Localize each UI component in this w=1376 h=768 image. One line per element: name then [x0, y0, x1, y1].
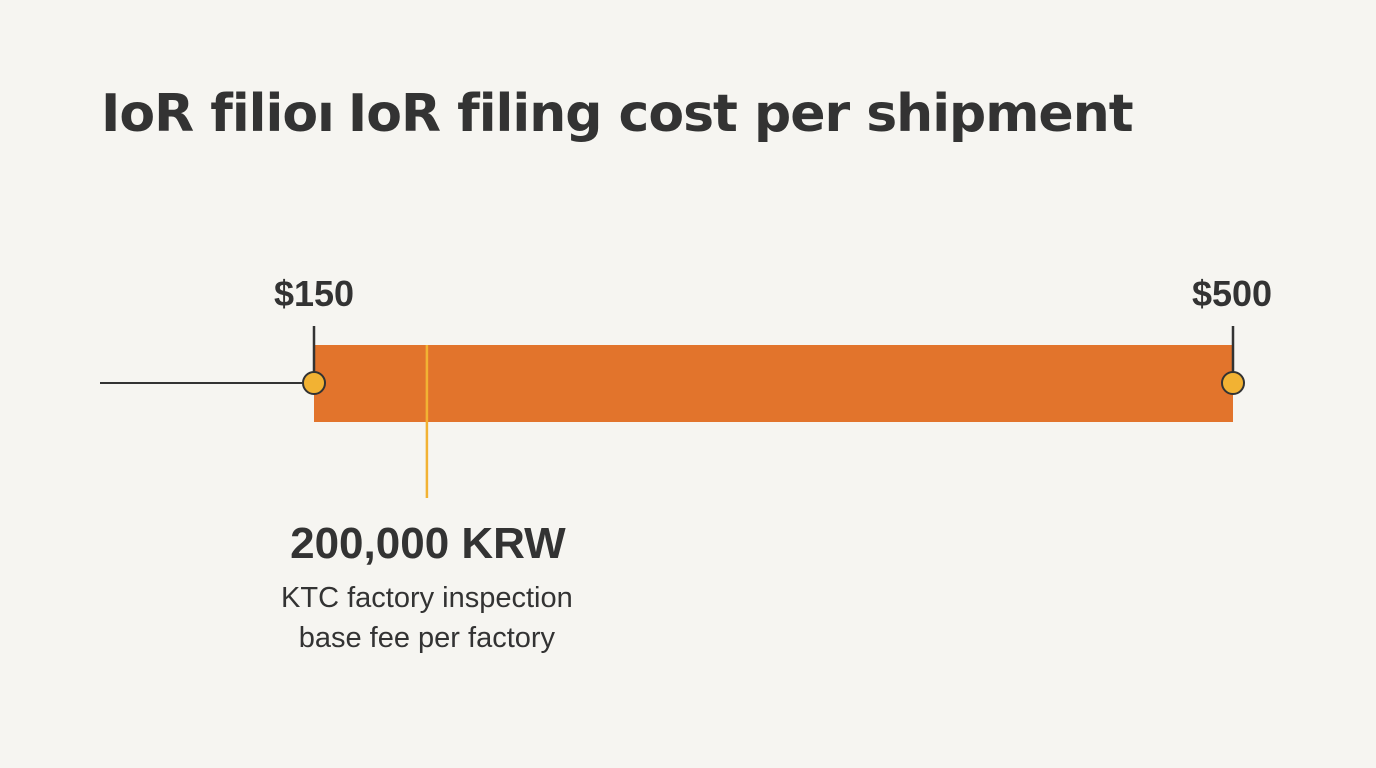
endpoint-dot-min — [302, 371, 326, 395]
chart-title-text: IoR filing cost per shipment — [347, 84, 1134, 144]
marker-note-line-1: KTC factory inspection — [281, 582, 573, 614]
tick-label-max: $500 — [1192, 273, 1272, 314]
chart-title: IoR filioı IoR filing cost per shipment — [101, 88, 1134, 140]
endpoint-dot-max — [1221, 371, 1245, 395]
marker-note-line-2: base fee per factory — [299, 622, 556, 654]
chart-title-fragment: IoR filioı — [101, 88, 334, 140]
marker-value-label: 200,000 KRW — [290, 519, 566, 568]
range-bar — [314, 345, 1233, 422]
tick-label-min: $150 — [274, 273, 354, 314]
